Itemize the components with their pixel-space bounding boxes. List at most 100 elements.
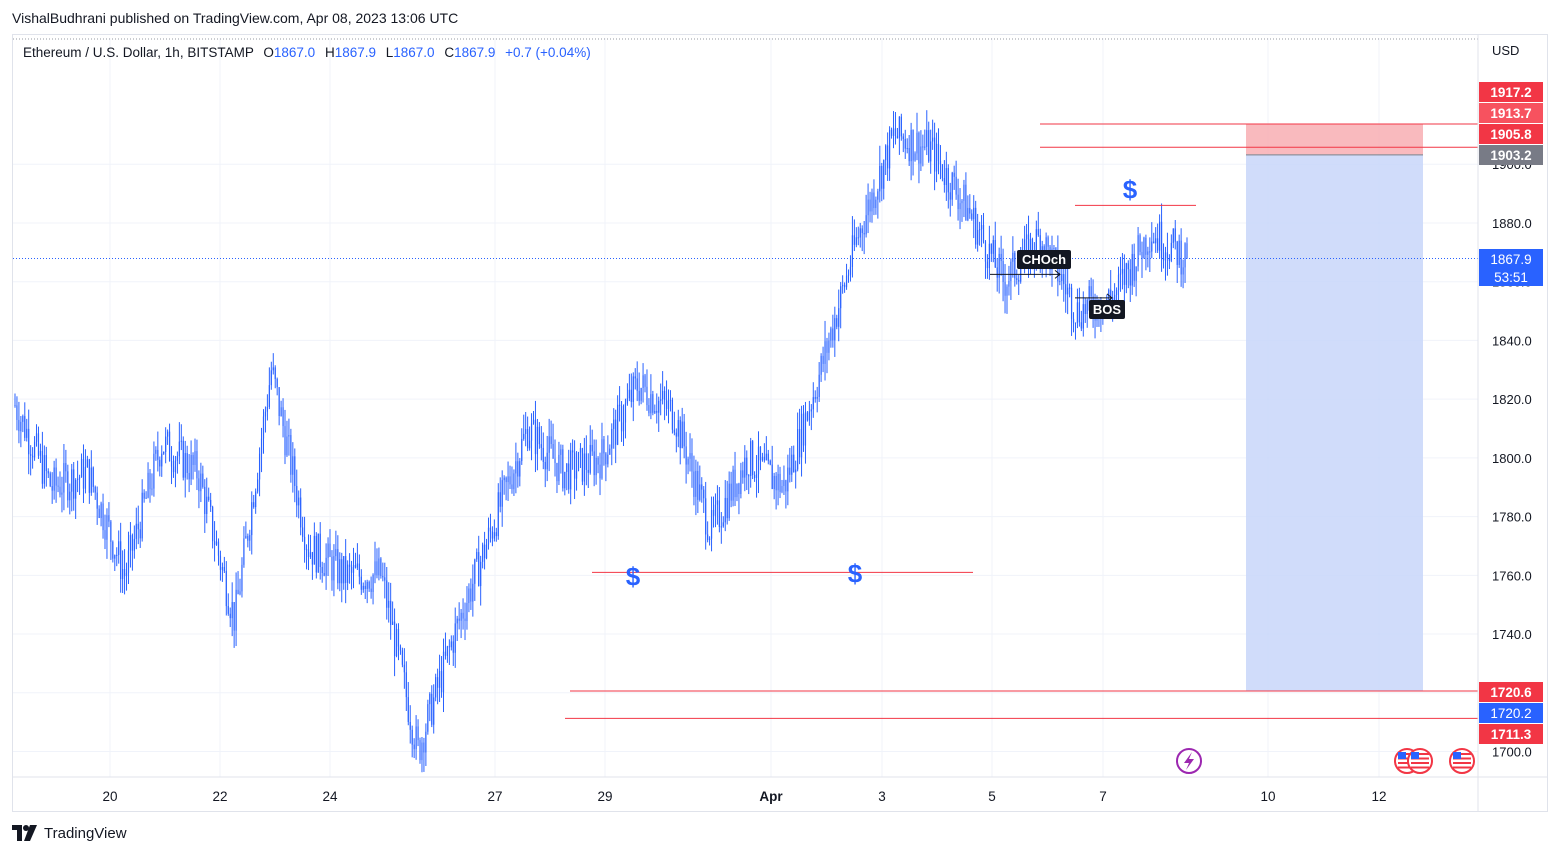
candle-body — [509, 476, 510, 484]
candle-body — [944, 178, 945, 185]
candle-body — [652, 394, 653, 413]
candle-body — [513, 473, 514, 489]
candle-body — [316, 536, 317, 573]
candle-body — [365, 586, 366, 589]
candle-body — [461, 613, 462, 621]
candle-body — [1118, 275, 1119, 290]
candle-body — [558, 455, 559, 481]
candle-body — [157, 450, 158, 460]
candle-body — [296, 486, 297, 505]
candle-body — [846, 276, 847, 287]
candle-body — [134, 539, 135, 551]
candle-body — [687, 459, 688, 465]
liquidity-dollar-label: $ — [1123, 174, 1138, 204]
candle-body — [686, 446, 687, 464]
candle-body — [159, 460, 160, 467]
candle-body — [995, 240, 996, 267]
candle-body — [836, 318, 837, 327]
candle-body — [742, 470, 743, 477]
candle-body — [1073, 319, 1074, 323]
candle-body — [926, 130, 927, 147]
candle-body — [979, 229, 980, 230]
candle-body — [1018, 280, 1019, 282]
candle-body — [333, 556, 334, 580]
candle-body — [243, 538, 244, 564]
legend-low-value: 1867.0 — [393, 45, 434, 60]
candle-body — [429, 694, 430, 704]
candle-body — [339, 559, 340, 583]
candle-body — [488, 528, 489, 545]
candle-body — [189, 473, 190, 479]
candle-body — [102, 503, 103, 530]
candle-body — [130, 535, 131, 550]
footer-brand[interactable]: TradingView — [12, 824, 127, 842]
candle-body — [382, 576, 383, 577]
candle-body — [241, 565, 242, 592]
candle-body — [359, 564, 360, 577]
candle-body — [993, 240, 994, 254]
candle-body — [871, 193, 872, 212]
candle-body — [1061, 274, 1062, 281]
candle-body — [286, 437, 287, 456]
legend-close-value: 1867.9 — [454, 45, 495, 60]
candle-body — [799, 429, 800, 457]
candle-body — [1173, 228, 1174, 242]
candle-body — [584, 453, 585, 481]
candle-body — [1159, 222, 1160, 251]
candle-body — [337, 549, 338, 583]
candle-body — [325, 558, 326, 576]
candle-body — [932, 138, 933, 142]
candle-body — [1161, 222, 1162, 258]
candle-body — [87, 459, 88, 467]
candle-body — [940, 161, 941, 164]
price-tick-label: 1760.0 — [1492, 568, 1532, 583]
candle-body — [89, 459, 90, 493]
candle-body — [963, 185, 964, 201]
candle-body — [625, 404, 626, 423]
time-tick-label: 10 — [1260, 789, 1275, 804]
candle-body — [73, 469, 74, 498]
candle-body — [656, 411, 657, 413]
candle-body — [756, 474, 757, 478]
candle-body — [128, 550, 129, 572]
candle-body — [451, 641, 452, 647]
candle-body — [1151, 242, 1152, 252]
currency-label[interactable]: USD — [1492, 43, 1519, 58]
candle-body — [752, 441, 753, 475]
candle-body — [343, 556, 344, 583]
candle-body — [14, 405, 15, 406]
candle-body — [1130, 269, 1131, 285]
candle-body — [277, 379, 278, 387]
candle-body — [28, 429, 29, 454]
time-tick-label: 27 — [487, 789, 502, 804]
candle-body — [384, 577, 385, 580]
candle-body — [1116, 290, 1117, 295]
candle-body — [525, 429, 526, 434]
candle-body — [349, 565, 350, 567]
candle-body — [815, 397, 816, 399]
candle-body — [689, 453, 690, 459]
candle-body — [609, 449, 610, 455]
candle-body — [899, 117, 900, 139]
candle-body — [946, 168, 947, 185]
candle-body — [216, 542, 217, 545]
candle-body — [249, 535, 250, 541]
candle-body — [879, 166, 880, 191]
candle-body — [1184, 243, 1185, 267]
candle-body — [149, 473, 150, 489]
candle-body — [639, 391, 640, 401]
candle-body — [1149, 251, 1150, 252]
candle-body — [942, 164, 943, 178]
candle-body — [1155, 238, 1156, 243]
candle-body — [674, 430, 675, 433]
candle-body — [668, 401, 669, 409]
legend-close-label: C — [444, 45, 454, 60]
candle-body — [623, 423, 624, 432]
candle-body — [740, 470, 741, 494]
candle-body — [292, 456, 293, 474]
candle-body — [494, 532, 495, 538]
candle-body — [308, 549, 309, 557]
candle-body — [271, 370, 272, 385]
candle-body — [261, 439, 262, 454]
